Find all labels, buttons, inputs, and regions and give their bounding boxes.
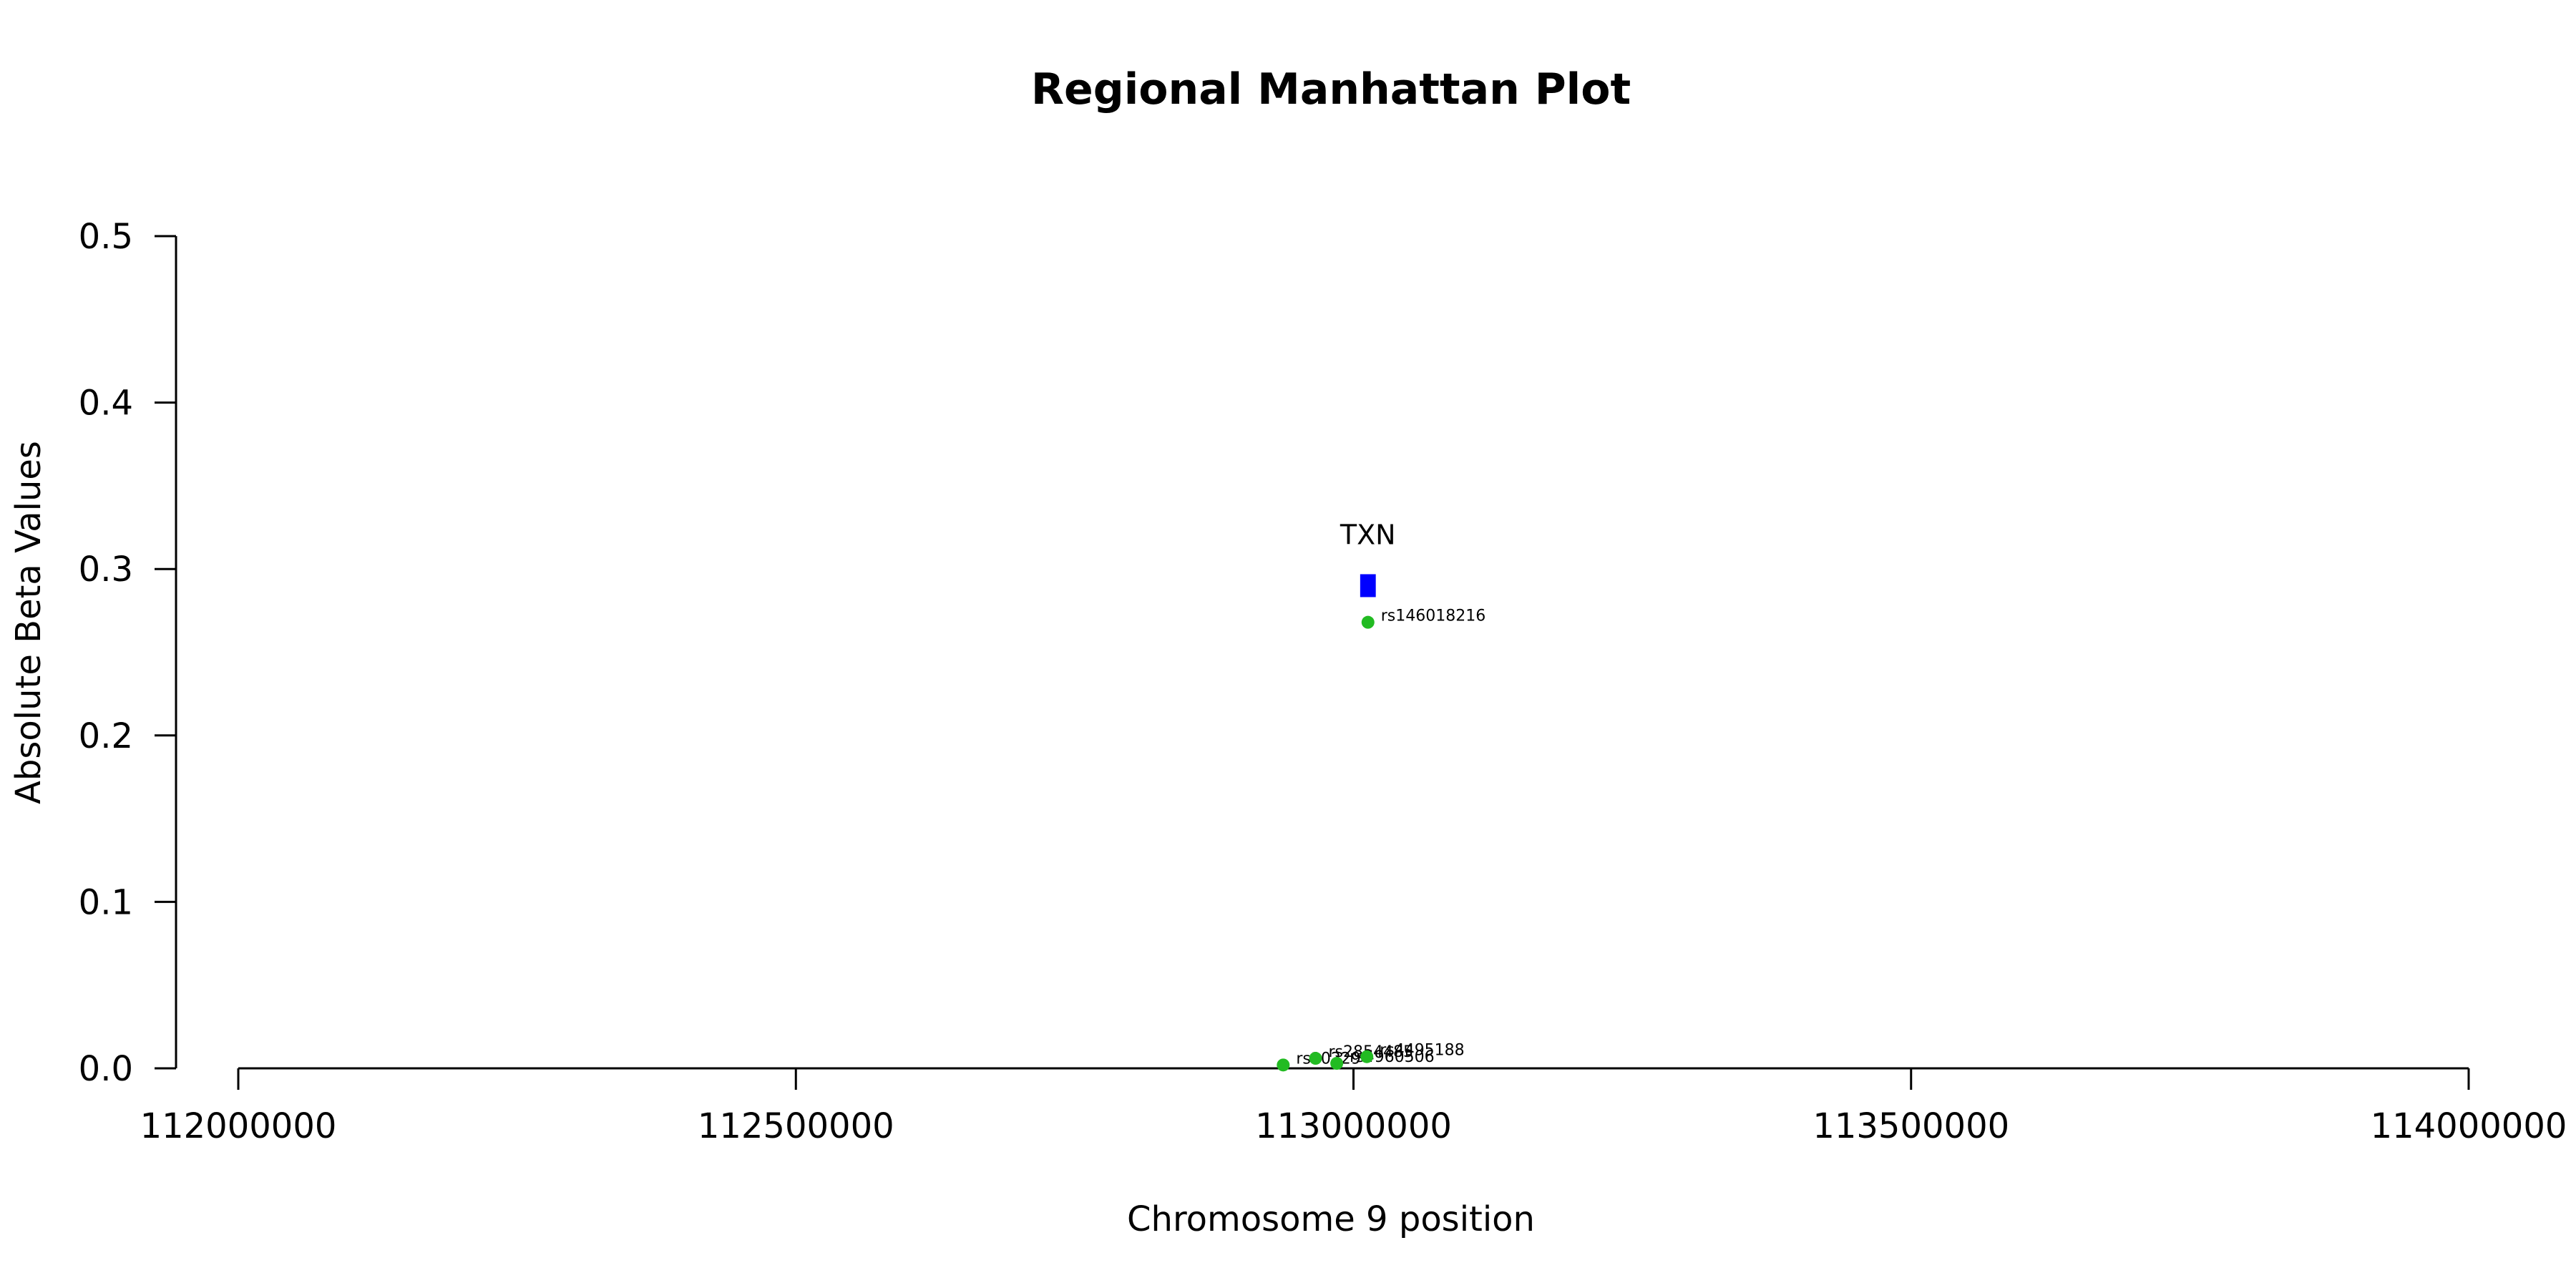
y-tick-label: 0.0 bbox=[79, 1049, 133, 1089]
x-tick-label: 113000000 bbox=[1255, 1106, 1452, 1146]
x-axis-label: Chromosome 9 position bbox=[1127, 1199, 1535, 1239]
y-tick-label: 0.3 bbox=[79, 550, 133, 590]
snp-label: rs146018216 bbox=[1381, 608, 1485, 625]
axes: 112000000 112500000 113000000 113500000 1140… bbox=[79, 217, 2567, 1146]
gene-bar bbox=[1360, 574, 1376, 597]
y-tick-label: 0.4 bbox=[79, 384, 133, 424]
snp-point bbox=[1277, 1058, 1290, 1072]
x-tick-label: 114000000 bbox=[2371, 1106, 2567, 1146]
gene-layer: TXN bbox=[1340, 519, 1396, 597]
snp-point bbox=[1361, 615, 1375, 629]
snp-point bbox=[1309, 1052, 1322, 1065]
x-tick-label: 112000000 bbox=[140, 1106, 337, 1146]
snp-label: rs10229 bbox=[1296, 1050, 1361, 1068]
y-tick-label: 0.5 bbox=[79, 217, 133, 257]
x-tick-label: 113500000 bbox=[1813, 1106, 2009, 1146]
snp-point bbox=[1330, 1057, 1344, 1070]
chart-title: Regional Manhattan Plot bbox=[1031, 64, 1631, 114]
snp-layer: rs146018216rs10229rs2854485rs4960506rs44… bbox=[1277, 608, 1485, 1072]
y-tick-label: 0.2 bbox=[79, 716, 133, 756]
x-tick-label: 112500000 bbox=[698, 1106, 894, 1146]
snp-label: rs4495188 bbox=[1380, 1042, 1465, 1060]
y-tick-label: 0.1 bbox=[79, 882, 133, 922]
y-axis-label: Absolute Beta Values bbox=[9, 441, 49, 804]
snp-point bbox=[1360, 1050, 1374, 1063]
gene-label: TXN bbox=[1340, 519, 1396, 550]
